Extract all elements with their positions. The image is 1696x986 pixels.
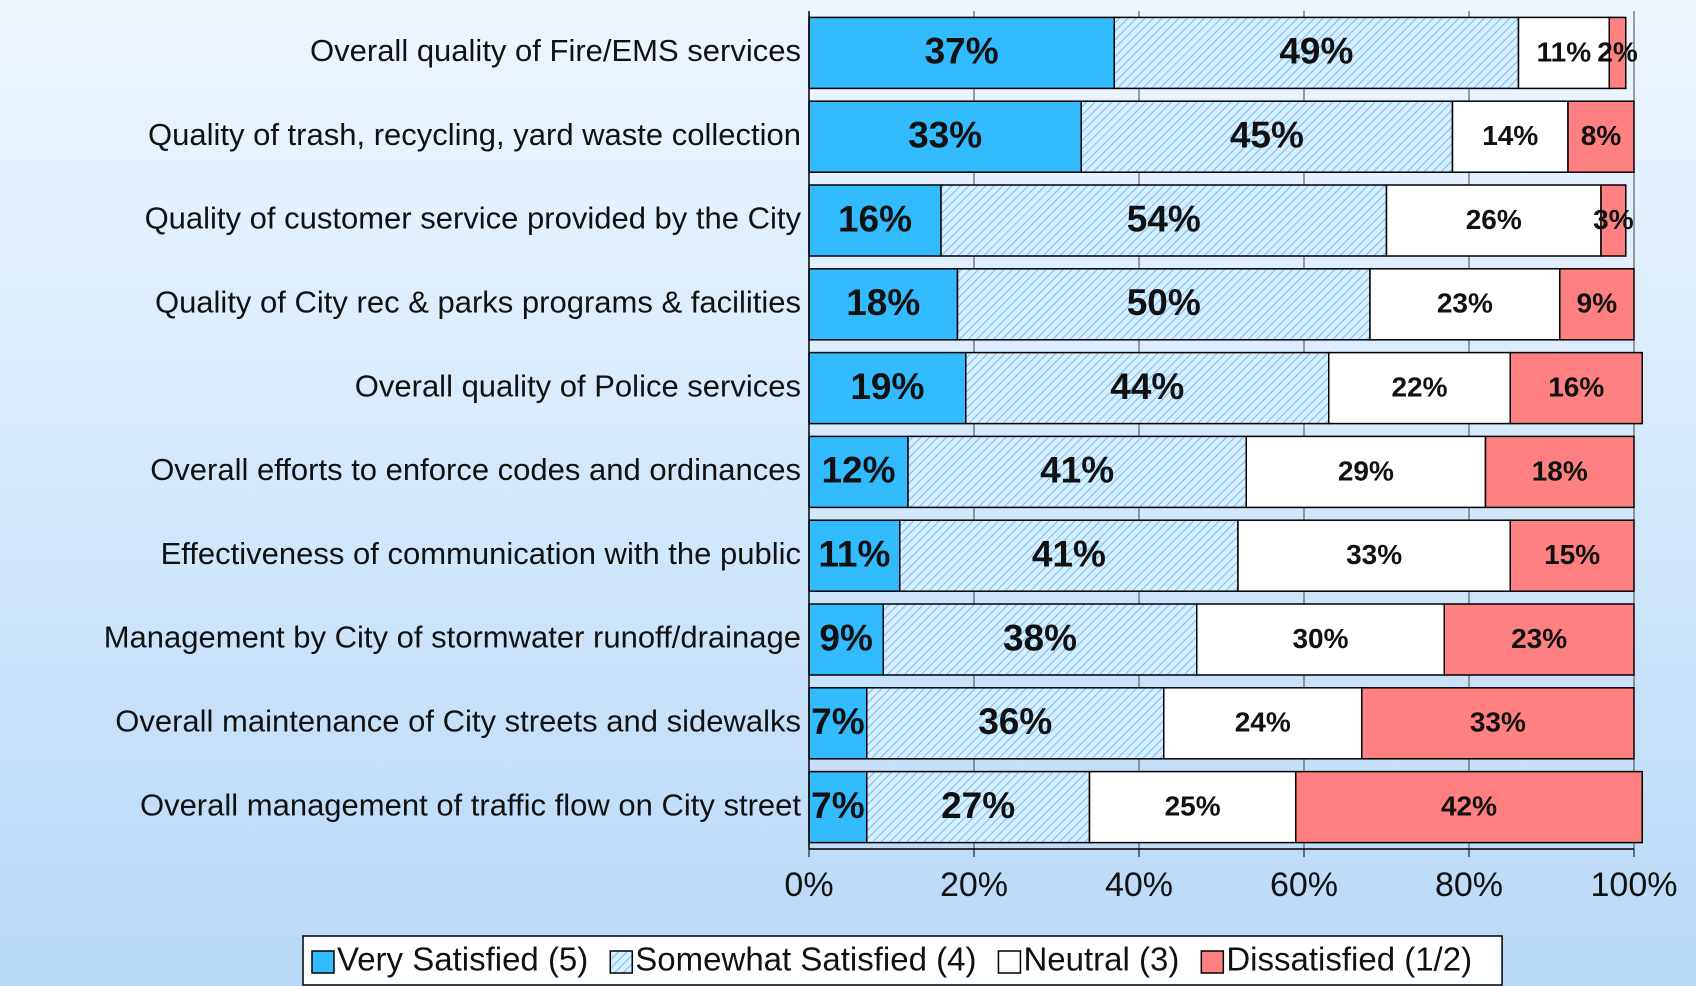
data-label: 38% xyxy=(1003,617,1077,658)
legend-label: Dissatisfied (1/2) xyxy=(1226,941,1472,978)
data-label: 27% xyxy=(941,785,1015,826)
legend-label: Neutral (3) xyxy=(1023,941,1179,978)
data-label: 18% xyxy=(846,282,920,323)
data-label: 30% xyxy=(1292,623,1348,654)
category-label: Effectiveness of communication with the … xyxy=(161,536,801,571)
legend-swatch xyxy=(997,950,1022,974)
data-label: 44% xyxy=(1110,366,1184,407)
bar-segment xyxy=(808,687,868,760)
bar-segment xyxy=(808,435,909,509)
bar-segment xyxy=(866,687,1165,760)
bar-segment xyxy=(907,435,1247,509)
data-label: 7% xyxy=(811,701,864,742)
x-tick-label: 60% xyxy=(1270,866,1338,904)
data-label: 37% xyxy=(925,31,999,72)
data-label: 18% xyxy=(1532,455,1588,486)
bar-segment xyxy=(882,603,1198,676)
data-label: 11% xyxy=(1537,36,1592,67)
x-tick-label: 0% xyxy=(784,866,833,904)
data-label: 22% xyxy=(1391,371,1447,402)
category-label: Overall quality of Police services xyxy=(355,368,801,403)
bar-segment xyxy=(899,519,1239,592)
data-label: 3% xyxy=(1593,204,1634,235)
data-label: 19% xyxy=(850,366,924,407)
data-label: 8% xyxy=(1581,120,1622,151)
data-label: 12% xyxy=(821,450,895,491)
bar-segment xyxy=(808,268,959,341)
data-label: 23% xyxy=(1511,623,1567,654)
bar-segment xyxy=(1559,268,1635,341)
legend-swatch xyxy=(609,950,634,974)
data-label: 24% xyxy=(1235,707,1291,738)
bar-segment xyxy=(1295,770,1643,844)
bar-segment xyxy=(1484,435,1635,509)
category-label: Management by City of stormwater runoff/… xyxy=(104,620,801,655)
data-label: 7% xyxy=(811,785,864,826)
data-label: 16% xyxy=(838,198,912,239)
bar-segment xyxy=(1509,351,1643,425)
category-label: Quality of City rec & parks programs & f… xyxy=(155,284,801,319)
data-label: 23% xyxy=(1437,288,1493,319)
data-label: 49% xyxy=(1279,31,1353,72)
x-tick-label: 20% xyxy=(940,866,1008,904)
data-label: 33% xyxy=(1346,539,1402,570)
data-label: 25% xyxy=(1165,790,1221,821)
data-label: 36% xyxy=(978,701,1052,742)
bar-segment xyxy=(1608,16,1627,90)
legend-box xyxy=(302,935,1503,986)
category-label: Overall efforts to enforce codes and ord… xyxy=(150,452,801,487)
x-tick-label: 80% xyxy=(1435,866,1503,904)
category-label: Overall maintenance of City streets and … xyxy=(115,703,801,738)
bar-segment xyxy=(965,351,1330,425)
data-label: 11% xyxy=(818,533,890,574)
bar-segment xyxy=(1567,100,1635,173)
data-label: 26% xyxy=(1466,204,1522,235)
data-label: 33% xyxy=(1470,707,1526,738)
legend-swatch xyxy=(1200,950,1225,974)
bar-segment xyxy=(956,268,1371,341)
bar-segment xyxy=(1237,519,1511,592)
data-label: 41% xyxy=(1032,533,1106,574)
bar-segment xyxy=(1600,184,1627,257)
bar-segment xyxy=(1361,687,1635,760)
bar-segment xyxy=(808,100,1082,173)
data-label: 54% xyxy=(1127,198,1201,239)
bar-segment xyxy=(1385,184,1602,257)
bar-segment xyxy=(808,351,967,425)
category-label: Overall quality of Fire/EMS services xyxy=(310,33,801,68)
bar-segment xyxy=(1451,100,1569,173)
data-label: 42% xyxy=(1441,790,1497,821)
data-label: 2% xyxy=(1597,36,1638,67)
data-label: 41% xyxy=(1040,450,1114,491)
bar-segment xyxy=(1245,435,1487,509)
data-label: 14% xyxy=(1482,120,1538,151)
legend: Very Satisfied (5) Somewhat Satisfied (4)… xyxy=(302,935,1503,986)
category-label: Quality of trash, recycling, yard waste … xyxy=(148,117,801,152)
legend-label: Very Satisfied (5) xyxy=(337,941,588,978)
legend-label: Somewhat Satisfied (4) xyxy=(635,941,976,978)
bar-segment xyxy=(1369,268,1561,341)
data-label: 16% xyxy=(1548,371,1604,402)
bar-segment xyxy=(1088,770,1297,844)
data-label: 45% xyxy=(1230,114,1304,155)
data-label: 15% xyxy=(1544,539,1600,570)
bar-segment xyxy=(1517,16,1610,90)
category-label: Quality of customer service provided by … xyxy=(145,201,802,236)
x-tick-label: 100% xyxy=(1591,866,1678,904)
data-label: 9% xyxy=(1577,288,1618,319)
legend-swatch xyxy=(311,950,335,974)
data-label: 29% xyxy=(1338,455,1394,486)
bar-segment xyxy=(808,184,942,257)
bar-segment xyxy=(1443,603,1635,676)
bar-segment xyxy=(1509,519,1635,592)
data-label: 33% xyxy=(908,114,982,155)
data-label: 9% xyxy=(819,617,872,658)
x-tick-label: 40% xyxy=(1105,866,1173,904)
data-label: 50% xyxy=(1127,282,1201,323)
bar-segment xyxy=(1328,351,1511,425)
category-label: Overall management of traffic flow on Ci… xyxy=(140,787,801,822)
bar-segment xyxy=(808,519,901,592)
